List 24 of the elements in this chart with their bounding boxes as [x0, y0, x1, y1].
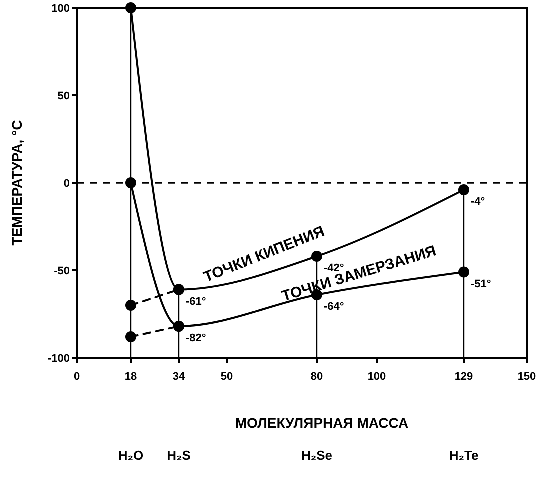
x-tick-label: 0	[74, 371, 80, 383]
x-tick-label: 80	[310, 371, 324, 383]
data-label: -51°	[471, 278, 492, 290]
x-tick-label: 34	[172, 371, 186, 383]
data-label: -61°	[186, 296, 206, 308]
text: H₂Te	[449, 448, 479, 463]
x-tick-label: 150	[518, 371, 536, 383]
x-axis-title: МОЛЕКУЛЯРНАЯ МАССА	[235, 415, 409, 431]
y-tick-label: -100	[48, 353, 70, 365]
data-label: -82°	[186, 332, 206, 344]
text: H₂S	[167, 448, 192, 463]
data-label: -64°	[324, 301, 344, 313]
data-label: -4°	[471, 196, 486, 208]
x-tick-label: 129	[454, 371, 474, 383]
x-tick-label: 18	[124, 371, 138, 383]
y-tick-label: 0	[64, 178, 70, 190]
x-tick-label: 50	[220, 371, 234, 383]
y-tick-label: 100	[52, 3, 70, 15]
text: H₂O	[118, 448, 144, 463]
y-tick-label: 50	[58, 90, 70, 102]
y-tick-label: -50	[54, 266, 70, 278]
text: H₂Se	[301, 448, 333, 463]
y-axis-title: ТЕМПЕРАТУРА, °C	[9, 120, 25, 246]
x-tick-label: 100	[368, 371, 386, 383]
